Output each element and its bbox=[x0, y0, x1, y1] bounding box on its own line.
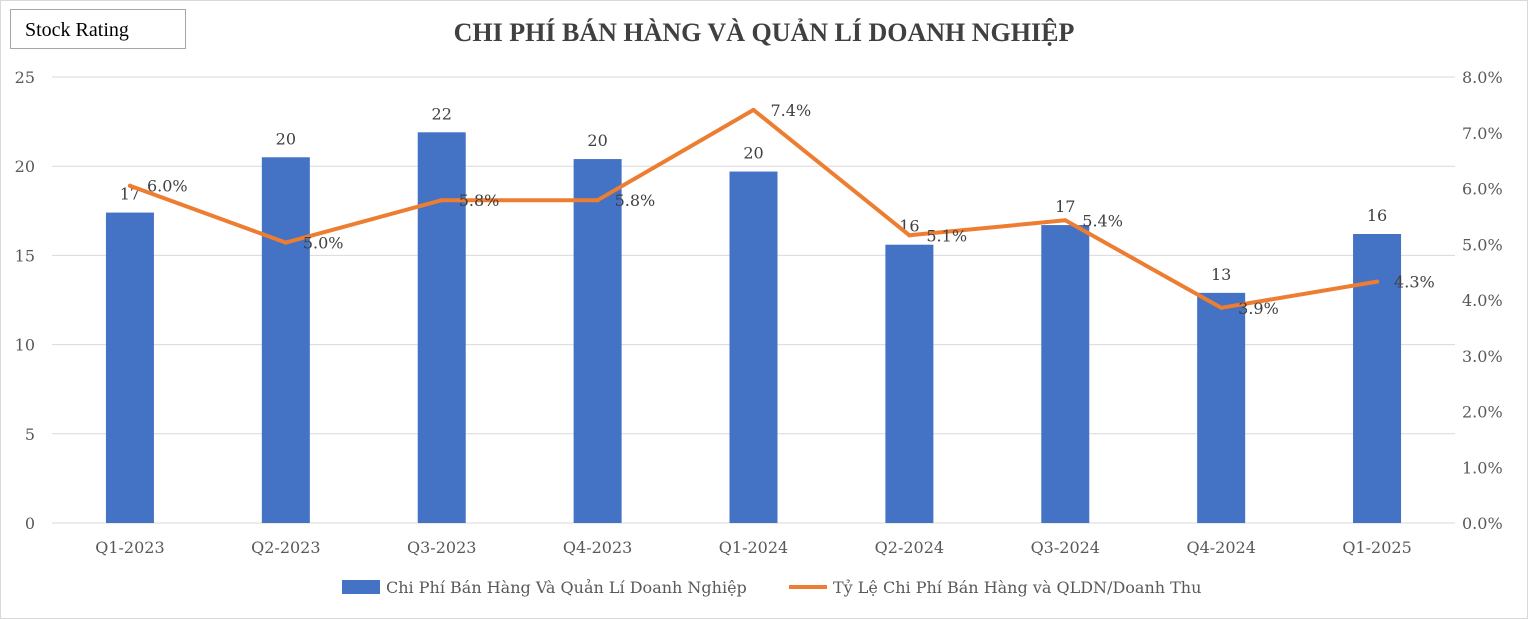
line-data-label: 5.1% bbox=[926, 226, 967, 245]
y-right-tick-label: 5.0% bbox=[1462, 235, 1503, 254]
bar-data-label: 22 bbox=[432, 104, 452, 123]
bar-data-label: 20 bbox=[743, 144, 763, 163]
x-tick-label: Q4-2024 bbox=[1186, 538, 1255, 557]
x-tick-label: Q1-2025 bbox=[1342, 538, 1411, 557]
x-tick-label: Q1-2023 bbox=[95, 538, 164, 557]
line-data-label: 5.0% bbox=[303, 234, 344, 253]
y-right-tick-label: 1.0% bbox=[1462, 458, 1503, 477]
y-left-tick-label: 10 bbox=[15, 336, 35, 355]
bar bbox=[261, 157, 310, 523]
line-point bbox=[283, 240, 288, 245]
y-right-tick-label: 4.0% bbox=[1462, 291, 1503, 310]
line-data-label: 6.0% bbox=[147, 177, 188, 196]
y-right-tick-label: 6.0% bbox=[1462, 180, 1503, 199]
line-data-label: 5.8% bbox=[459, 191, 500, 210]
bar-data-label: 16 bbox=[1367, 206, 1387, 225]
bar bbox=[573, 159, 622, 523]
line-point bbox=[1219, 305, 1224, 310]
x-tick-label: Q1-2024 bbox=[719, 538, 788, 557]
bar bbox=[885, 244, 934, 524]
y-right-tick-label: 8.0% bbox=[1462, 68, 1503, 87]
line-data-label: 4.3% bbox=[1394, 273, 1435, 292]
line-data-label: 7.4% bbox=[771, 101, 812, 120]
line-point bbox=[907, 233, 912, 238]
bar bbox=[105, 212, 154, 524]
bar-data-label: 20 bbox=[276, 129, 296, 148]
y-left-tick-label: 15 bbox=[15, 246, 35, 265]
x-tick-label: Q2-2023 bbox=[251, 538, 320, 557]
bar bbox=[1197, 292, 1246, 523]
bar-data-label: 17 bbox=[1055, 197, 1075, 216]
line-point bbox=[127, 183, 132, 188]
y-left-tick-label: 0 bbox=[25, 514, 35, 533]
stock-rating-badge: Stock Rating bbox=[10, 9, 186, 49]
y-right-tick-label: 7.0% bbox=[1462, 124, 1503, 143]
y-left-tick-label: 25 bbox=[15, 68, 35, 87]
bar-data-label: 20 bbox=[587, 131, 607, 150]
y-right-tick-label: 0.0% bbox=[1462, 514, 1503, 533]
y-left-tick-label: 20 bbox=[15, 157, 35, 176]
x-tick-label: Q3-2024 bbox=[1031, 538, 1100, 557]
stock-rating-label: Stock Rating bbox=[25, 19, 129, 41]
line-data-label: 5.8% bbox=[615, 191, 656, 210]
x-tick-label: Q3-2023 bbox=[407, 538, 476, 557]
x-tick-label: Q4-2023 bbox=[563, 538, 632, 557]
line-point bbox=[1063, 218, 1068, 223]
line-point bbox=[751, 107, 756, 112]
y-right-tick-label: 3.0% bbox=[1462, 347, 1503, 366]
line-point bbox=[1375, 279, 1380, 284]
chart-title: CHI PHÍ BÁN HÀNG VÀ QUẢN LÍ DOANH NGHIỆP bbox=[453, 18, 1075, 47]
bar bbox=[1041, 225, 1090, 523]
line-point bbox=[439, 198, 444, 203]
bar bbox=[729, 171, 778, 523]
legend-bar-swatch bbox=[342, 580, 380, 594]
line-data-label: 5.4% bbox=[1082, 211, 1123, 230]
line-point bbox=[595, 198, 600, 203]
x-tick-label: Q2-2024 bbox=[875, 538, 944, 557]
legend-bar-label: Chi Phí Bán Hàng Và Quản Lí Doanh Nghiệp bbox=[386, 578, 747, 597]
bar-data-label: 13 bbox=[1211, 265, 1231, 284]
legend-line-label: Tỷ Lệ Chi Phí Bán Hàng và QLDN/Doanh Thu bbox=[833, 578, 1201, 597]
y-left-tick-label: 5 bbox=[25, 425, 35, 444]
line-data-label: 3.9% bbox=[1238, 299, 1279, 318]
bar bbox=[417, 132, 466, 523]
y-right-tick-label: 2.0% bbox=[1462, 403, 1503, 422]
